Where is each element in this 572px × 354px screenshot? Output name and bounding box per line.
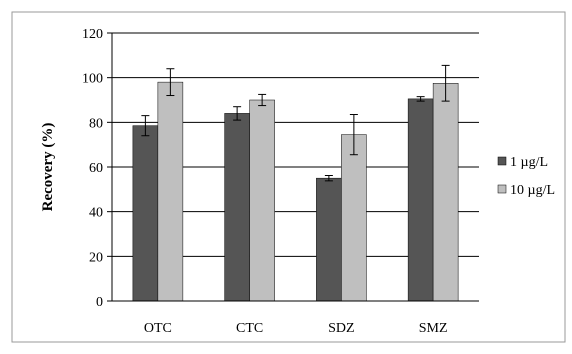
y-tick-label-100: 100 xyxy=(82,72,103,87)
legend: 1 µg/L 10 µg/L xyxy=(497,155,555,198)
x-tick-label-ctc: CTC xyxy=(236,321,263,336)
x-tick-label-smz: SMZ xyxy=(419,321,448,336)
tick-labels: 0 20 40 60 80 100 120 OTC CTC SDZ SMZ xyxy=(82,27,448,336)
error-bars xyxy=(141,64,450,182)
y-axis-label: Recovery (%) xyxy=(40,123,56,212)
y-tick-label-40: 40 xyxy=(89,206,103,221)
bar-smz-series-1 xyxy=(432,83,459,302)
x-tick-label-otc: OTC xyxy=(144,321,172,336)
bar-otc-series-0 xyxy=(132,125,159,302)
bar-ctc-series-0 xyxy=(224,113,250,302)
figure-frame xyxy=(11,11,566,343)
y-tick-label-80: 80 xyxy=(89,116,103,131)
bar-otc-series-1 xyxy=(157,81,184,302)
bar-ctc-series-1 xyxy=(249,99,275,302)
axes xyxy=(107,32,479,302)
legend-label-series-1: 10 µg/L xyxy=(510,183,555,198)
legend-label-series-0: 1 µg/L xyxy=(510,155,548,170)
y-tick-label-0: 0 xyxy=(96,295,103,310)
x-tick-label-sdz: SDZ xyxy=(328,321,354,336)
y-tick-label-20: 20 xyxy=(89,250,103,265)
legend-swatch-series-1 xyxy=(497,184,507,194)
y-tick-label-60: 60 xyxy=(89,161,103,176)
bar-sdz-series-0 xyxy=(316,177,342,302)
y-tick-label-120: 120 xyxy=(82,27,103,42)
bar-smz-series-0 xyxy=(407,98,434,302)
bar-sdz-series-1 xyxy=(341,134,367,302)
legend-swatch-series-0 xyxy=(497,156,507,166)
